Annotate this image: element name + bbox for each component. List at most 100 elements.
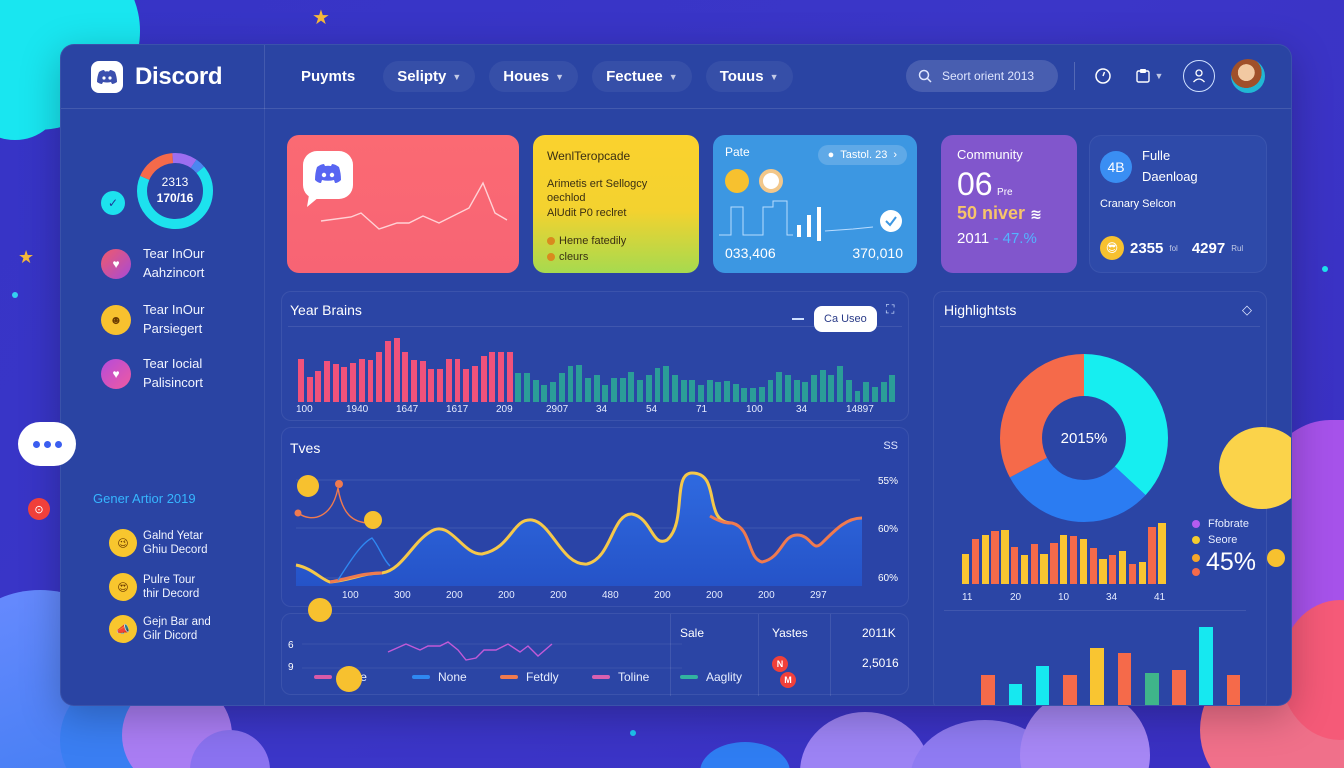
refresh-icon[interactable]: ◇ [1242, 302, 1252, 317]
x-tick: 71 [696, 404, 708, 415]
user-avatar [759, 169, 783, 193]
sidebar-item-label: Tear InOur Parsiegert [143, 301, 204, 339]
legend-sparkline [302, 641, 682, 669]
x-tick: 297 [810, 590, 827, 601]
clipboard-menu-button[interactable]: ▼ [1131, 64, 1167, 88]
x-tick: 11 [962, 592, 973, 603]
nav-label: Houes [503, 68, 550, 85]
sidebar-section-item[interactable]: 📣 Gejn Bar and Gilr Dicord [109, 615, 211, 644]
search-input[interactable] [942, 69, 1042, 83]
divider [1074, 62, 1075, 90]
profile-value1: 2355 [1130, 239, 1164, 257]
sidebar-item[interactable]: ♥ Tear Iocial Palisincort [101, 355, 203, 393]
bar [741, 388, 748, 402]
bar [367, 360, 374, 402]
bar [698, 385, 704, 402]
nav-item-selipty[interactable]: Selipty ▼ [383, 61, 476, 92]
minimize-icon[interactable] [792, 318, 804, 320]
emoji-dot-icon [547, 236, 555, 245]
sidebar-section-item[interactable]: 😉 Galnd Yetar Ghiu Decord [109, 529, 208, 558]
profile-button[interactable] [1183, 60, 1215, 92]
sidebar-item[interactable]: ☻ Tear InOur Parsiegert [101, 301, 204, 339]
nav-item-houes[interactable]: Houes ▼ [489, 61, 579, 92]
x-tick: 41 [1154, 592, 1166, 603]
bar [680, 379, 687, 402]
y-tick: 60% [877, 524, 898, 535]
check-bubble-icon: ✓ [101, 191, 125, 215]
sidebar-item[interactable]: ♥ Tear InOur Aahzincort [101, 245, 204, 283]
info-card[interactable]: WenlTeropcade Arimetis ert Sellogcy oech… [533, 135, 699, 273]
legend-item[interactable]: Toline [592, 670, 649, 684]
body-line: AlUdit P0 reclret [547, 206, 627, 219]
donut-center-label: 2015% [1060, 430, 1108, 447]
bar [1199, 627, 1214, 705]
wave-x-axis: 100 300 200 200 200 480 200 200 200 297 [342, 590, 862, 602]
bar [1158, 523, 1166, 584]
bar [1030, 544, 1038, 584]
bullet-item: cleurs [547, 250, 685, 266]
profile-value1-unit: fol [1169, 243, 1178, 253]
nav-item-touus[interactable]: Touus ▼ [705, 61, 793, 92]
sidebar-donut: 2313 170/16 [135, 151, 215, 231]
y-tick: 55% [877, 476, 898, 487]
search-box[interactable] [906, 60, 1058, 92]
bar [715, 382, 722, 402]
legend-item[interactable]: None [412, 670, 467, 684]
chart-action-button[interactable]: Ca Useo [814, 306, 877, 332]
bar [654, 368, 661, 402]
legend-item[interactable]: Aaglity [680, 670, 742, 684]
legend-swatch [680, 675, 698, 679]
chevron-down-icon: ▼ [452, 71, 462, 82]
bar [880, 382, 887, 402]
panel-title: Tves [290, 440, 321, 456]
legend-item[interactable]: Ffobrate [1192, 518, 1249, 530]
legend-dot [1192, 536, 1200, 544]
x-tick: 300 [394, 590, 411, 601]
heart-icon: ♥ [101, 358, 131, 389]
stats-chip[interactable]: ● Tastol. 23 › [817, 145, 907, 165]
bar [802, 382, 809, 402]
stats-card[interactable]: Pate ● Tastol. 23 › 033,406 370,010 [713, 135, 917, 273]
small-bar-x-axis: 11 20 10 34 41 [962, 592, 1168, 604]
panel-title: Year Brains [290, 302, 362, 318]
bar [758, 386, 765, 402]
bar [393, 337, 400, 402]
x-tick: 14897 [846, 404, 874, 415]
expand-icon[interactable]: ⛶ [886, 302, 895, 316]
bar [1099, 558, 1107, 584]
label-line2: Palisincort [143, 374, 203, 390]
profile-card[interactable]: 4B Fulle Daenloag Cranary Selcon 😎 2355 … [1089, 135, 1267, 273]
nav-item-puymts[interactable]: Puymts [287, 61, 369, 92]
sidebar-section-item[interactable]: 😍 Pulre Tour thir Decord [109, 573, 199, 602]
brand-name: Discord [135, 62, 223, 90]
clock-button[interactable] [1091, 64, 1115, 88]
emoji-icon [336, 666, 362, 692]
label-line1: Tear Iocial [143, 356, 203, 371]
bar [637, 379, 644, 402]
avatar[interactable] [1231, 59, 1265, 93]
dot [43, 440, 51, 448]
legend-item[interactable]: Seore [1192, 534, 1237, 546]
divider [288, 326, 902, 327]
bar [532, 379, 539, 402]
nav-label: Touus [719, 68, 764, 85]
bar [1001, 529, 1009, 584]
legend-swatch [412, 675, 430, 679]
bullet-text: cleurs [559, 250, 589, 263]
star-icon: ★ [18, 247, 35, 267]
legend-item[interactable]: Fetdly [500, 670, 559, 684]
brand[interactable]: Discord [61, 45, 265, 109]
bar [689, 379, 696, 402]
label-line2: thir Decord [143, 588, 200, 601]
x-tick: 1617 [446, 404, 469, 415]
bar [1069, 536, 1078, 584]
pin-icon: ● [827, 149, 835, 161]
nav-item-fectuee[interactable]: Fectuee ▼ [592, 61, 692, 92]
profile-value2-unit: Rul [1231, 243, 1244, 253]
profile-title: Fulle Daenloag [1142, 146, 1198, 188]
activity-card[interactable] [287, 135, 519, 273]
community-card[interactable]: Community 06 Pre 50 niver ≋ 2011 - 47.% [941, 135, 1077, 273]
x-tick: 100 [746, 404, 763, 415]
info-card-body: Arimetis ert Sellogcy oechlod AlUdit P0 … [547, 177, 685, 220]
emoji-dot-icon [547, 252, 555, 261]
